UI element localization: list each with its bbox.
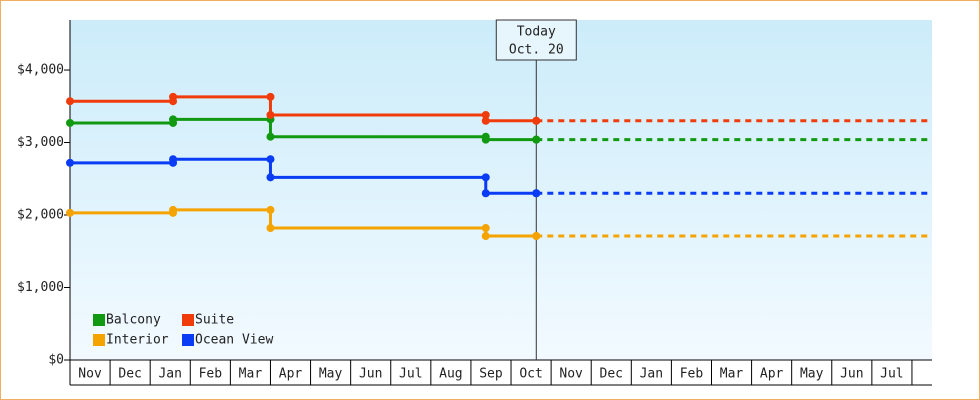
point <box>481 135 490 144</box>
point <box>266 132 275 141</box>
x-tick-label: Dec <box>118 367 141 382</box>
plot-area <box>70 20 932 360</box>
point <box>532 116 541 125</box>
legend-swatch <box>182 314 194 326</box>
x-tick-label: Oct <box>519 367 542 382</box>
today-label: Oct. 20 <box>509 43 564 58</box>
x-tick-label: Jan <box>640 367 663 382</box>
point <box>169 92 178 101</box>
x-tick-label: May <box>800 367 824 382</box>
x-tick-label: Jun <box>840 367 863 382</box>
point <box>481 189 490 198</box>
x-tick-label: Mar <box>239 367 263 382</box>
x-tick-label: May <box>319 367 343 382</box>
legend-swatch <box>93 314 105 326</box>
legend-label: Ocean View <box>195 333 273 348</box>
legend-swatch <box>93 334 105 346</box>
y-tick-label: $3,000 <box>17 135 64 150</box>
point <box>266 224 275 233</box>
point <box>266 173 275 182</box>
point <box>481 110 490 119</box>
point <box>532 135 541 144</box>
today-label: Today <box>517 25 556 40</box>
x-tick-label: Nov <box>78 367 102 382</box>
x-tick-label: Jan <box>158 367 181 382</box>
point <box>481 224 490 233</box>
point <box>169 205 178 214</box>
point <box>481 173 490 182</box>
legend-swatch <box>182 334 194 346</box>
point <box>66 118 74 127</box>
y-tick-label: $1,000 <box>17 280 64 295</box>
legend-label: Suite <box>195 313 234 328</box>
point <box>66 158 74 167</box>
point <box>169 155 178 164</box>
x-tick-label: Feb <box>680 367 704 382</box>
point <box>481 232 490 241</box>
x-tick-label: Feb <box>199 367 223 382</box>
point <box>266 92 275 101</box>
point <box>66 208 74 217</box>
x-tick-label: Dec <box>600 367 623 382</box>
x-tick-label: Apr <box>760 367 784 382</box>
point <box>66 97 74 106</box>
point <box>266 155 275 164</box>
x-tick-label: Jun <box>359 367 382 382</box>
legend-label: Interior <box>106 333 169 348</box>
x-tick-label: Sep <box>479 367 503 382</box>
today-box <box>495 19 577 61</box>
x-tick-label: Mar <box>720 367 744 382</box>
point <box>532 232 541 241</box>
point <box>169 115 178 124</box>
x-tick-label: Apr <box>279 367 303 382</box>
y-tick-label: $2,000 <box>17 208 64 223</box>
x-tick-label: Jul <box>880 367 903 382</box>
x-tick-label: Aug <box>439 367 462 382</box>
legend-label: Balcony <box>106 313 161 328</box>
point <box>266 110 275 119</box>
point <box>266 205 275 214</box>
point <box>532 189 541 198</box>
point <box>481 116 490 125</box>
y-tick-label: $4,000 <box>17 63 64 78</box>
y-tick-label: $0 <box>48 353 64 368</box>
x-tick-label: Jul <box>399 367 422 382</box>
x-tick-label: Nov <box>559 367 583 382</box>
